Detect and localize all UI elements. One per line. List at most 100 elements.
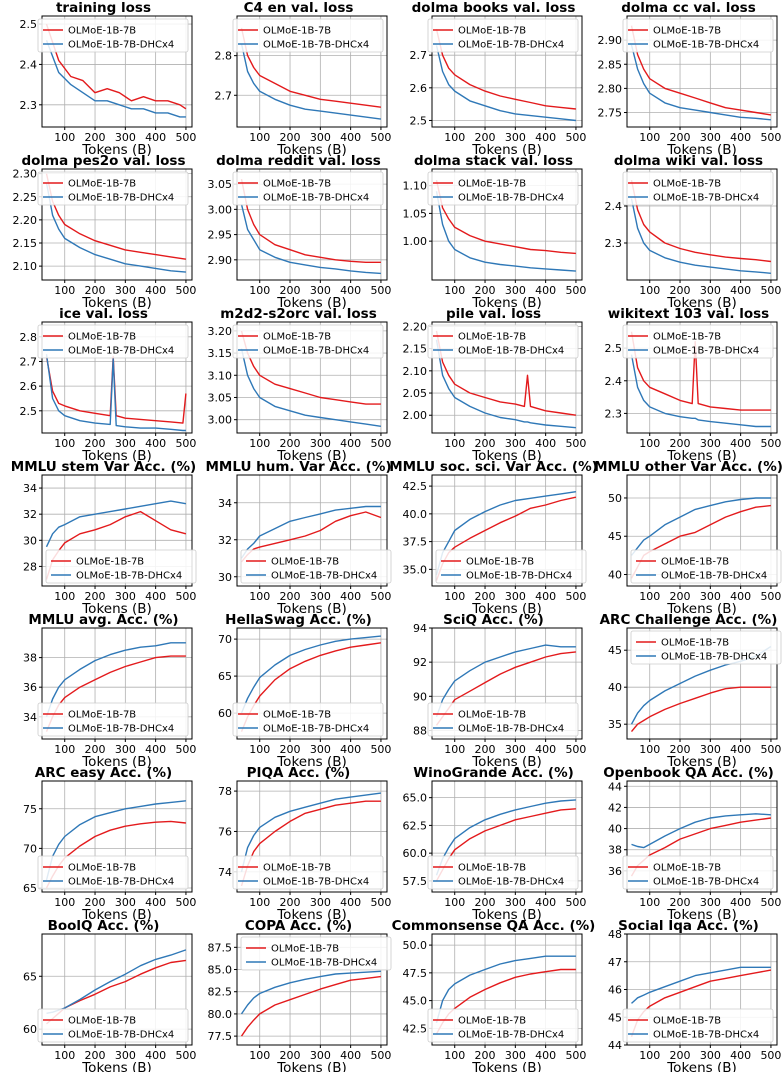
x-tick-label: 400	[145, 284, 166, 297]
legend-box	[240, 936, 392, 971]
y-tick-label: 57.5	[403, 875, 428, 888]
x-tick-label: 400	[730, 437, 751, 450]
x-tick-label: 300	[115, 590, 136, 603]
series-line	[435, 799, 576, 876]
y-tick-label: 40	[608, 823, 622, 836]
x-tick-label: 400	[145, 896, 166, 909]
legend-label: OLMoE-1B-7B-DHCx4	[661, 571, 767, 582]
x-tick-label: 200	[670, 896, 691, 909]
y-tick-label: 45	[608, 644, 622, 657]
series-line	[45, 39, 186, 118]
chart-panel: WinoGrande Acc. (%) 100 200 300 400 500 57.5 60…	[390, 765, 587, 923]
series-line	[435, 179, 576, 255]
legend-label: OLMoE-1B-7B-DHCx4	[263, 193, 369, 204]
x-tick-label: 300	[505, 590, 526, 603]
x-tick-label: 500	[370, 284, 391, 297]
chart-svg: MMLU soc. sci. Var Acc. (%) 100 200 300 400 5…	[389, 459, 598, 617]
x-tick-label: 200	[475, 896, 496, 909]
chart-title: ARC Challenge Acc. (%)	[600, 612, 778, 628]
chart-svg: dolma cc val. loss 100 200 300 400 500 2.75 2.8…	[598, 0, 782, 158]
x-tick-label: 500	[760, 896, 781, 909]
legend-label: OLMoE-1B-7B	[271, 944, 339, 955]
x-tick-label: 400	[730, 284, 751, 297]
x-tick-label: 300	[310, 896, 331, 909]
x-tick-label: 500	[370, 590, 391, 603]
y-tick-label: 76	[218, 825, 232, 838]
x-tick-label: 400	[535, 284, 556, 297]
x-tick-label: 100	[54, 896, 75, 909]
plot-frame	[431, 168, 583, 281]
chart-svg: C4 en val. loss 100 200 300 400 500 2.7 2.8 Toke…	[215, 0, 392, 158]
legend-box	[630, 630, 782, 665]
chart-svg: HellaSwag Acc. (%) 100 200 300 400 500 60 65 70 T…	[218, 612, 391, 770]
y-tick-label: 44	[608, 1039, 622, 1052]
x-tick-label: 400	[340, 437, 361, 450]
plot-frame	[431, 474, 583, 587]
x-tick-label: 100	[639, 896, 660, 909]
chart-svg: pile val. loss 100 200 300 400 500 2.00 2.05 2.1…	[403, 306, 587, 464]
x-tick-label: 500	[175, 1049, 196, 1062]
y-tick-label: 40.0	[403, 508, 428, 521]
chart-panel: dolma wiki val. loss 100 200 300 400 500 2.3 2.…	[585, 153, 782, 311]
chart-title: MMLU hum. Var Acc. (%)	[205, 459, 391, 475]
y-tick-label: 65.0	[403, 792, 428, 805]
series-line	[240, 975, 381, 1037]
legend-label: OLMoE-1B-7B	[68, 1016, 136, 1027]
x-tick-label: 100	[249, 131, 270, 144]
x-tick-label: 200	[475, 590, 496, 603]
chart-panel: dolma pes2o val. loss 100 200 300 400 500 2.10…	[0, 153, 197, 311]
legend-label: OLMoE-1B-7B	[653, 179, 721, 190]
chart-panel: COPA Acc. (%) 100 200 300 400 500 77.5 80.0 82.5…	[195, 918, 392, 1072]
chart-svg: PIQA Acc. (%) 100 200 300 400 500 74 76 78 Tokens…	[218, 765, 391, 923]
x-tick-label: 500	[760, 131, 781, 144]
chart-panel: dolma books val. loss 100 200 300 400 500 2.5 2…	[390, 0, 587, 158]
x-tick-label: 500	[370, 1049, 391, 1062]
chart-title: MMLU other Var Acc. (%)	[594, 459, 783, 475]
legend-box	[622, 855, 774, 890]
x-tick-label: 300	[700, 437, 721, 450]
x-tick-label: 300	[310, 284, 331, 297]
series-line	[630, 25, 772, 116]
x-axis-label: Tokens (B)	[666, 142, 737, 158]
x-tick-label: 400	[340, 284, 361, 297]
legend-label: OLMoE-1B-7B	[458, 863, 526, 874]
chart-panel: ARC easy Acc. (%) 100 200 300 400 500 65 70 75 To…	[0, 765, 196, 923]
chart-title: ARC easy Acc. (%)	[35, 765, 172, 781]
x-axis-label: Tokens (B)	[666, 1060, 737, 1072]
x-tick-label: 100	[54, 437, 75, 450]
x-tick-label: 100	[54, 1049, 75, 1062]
x-tick-label: 400	[340, 590, 361, 603]
legend-label: OLMoE-1B-7B-DHCx4	[68, 877, 174, 888]
chart-svg: dolma books val. loss 100 200 300 400 500 2.5 2…	[410, 0, 587, 158]
y-tick-label: 2.4	[605, 200, 623, 213]
x-tick-label: 400	[340, 743, 361, 756]
chart-title: Openbook QA Acc. (%)	[603, 765, 774, 781]
series-line	[45, 642, 186, 718]
legend-label: OLMoE-1B-7B	[68, 26, 136, 37]
legend-label: OLMoE-1B-7B	[458, 710, 526, 721]
legend-label: OLMoE-1B-7B-DHCx4	[458, 40, 564, 51]
y-tick-label: 60	[23, 1023, 37, 1036]
chart-svg: MMLU avg. Acc. (%) 100 200 300 400 500 34 36 38 T…	[23, 612, 196, 770]
y-tick-label: 3.05	[208, 178, 233, 191]
series-line	[240, 970, 381, 1015]
chart-title: dolma stack val. loss	[414, 153, 573, 169]
legend-label: OLMoE-1B-7B-DHCx4	[653, 40, 759, 51]
series-line	[240, 43, 381, 120]
x-tick-label: 400	[340, 896, 361, 909]
x-axis-label: Tokens (B)	[666, 601, 737, 617]
y-tick-label: 34	[218, 497, 232, 510]
legend-label: OLMoE-1B-7B-DHCx4	[653, 1030, 759, 1041]
chart-panel: MMLU avg. Acc. (%) 100 200 300 400 500 34 36 38 T…	[0, 612, 196, 770]
y-tick-label: 90	[413, 690, 427, 703]
y-tick-label: 2.25	[13, 191, 38, 204]
y-tick-label: 36	[23, 681, 37, 694]
x-tick-label: 400	[340, 1049, 361, 1062]
x-tick-label: 300	[115, 131, 136, 144]
x-tick-label: 200	[475, 437, 496, 450]
y-tick-label: 34	[23, 711, 37, 724]
y-tick-label: 40	[608, 569, 622, 582]
legend-label: OLMoE-1B-7B	[466, 557, 534, 568]
y-tick-label: 3.05	[208, 391, 233, 404]
